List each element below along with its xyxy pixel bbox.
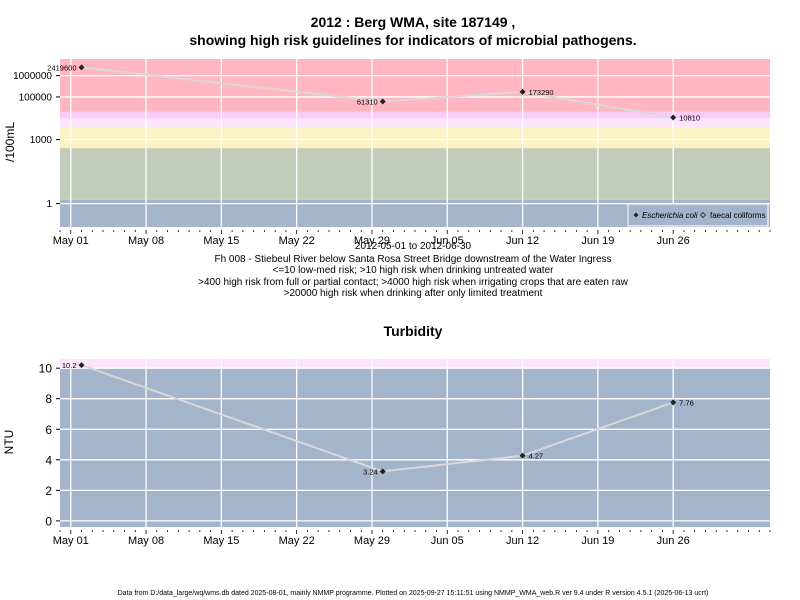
x-tick-label-9: Jun 26 [657, 235, 690, 247]
chart1-subtitle-line1: 2012-05-01 to 2012-06-30 [355, 241, 472, 252]
x-tick-label-8: Jun 19 [581, 535, 614, 547]
data-point-2 [379, 98, 386, 105]
risk-band-6 [60, 59, 770, 112]
chart1-subtitle-line2: Fh 008 - Stiebeul River below Santa Rosa… [214, 254, 611, 265]
y-tick-label-3: 4 [45, 453, 52, 467]
chart2-bands [60, 359, 770, 527]
series-line-1 [81, 364, 674, 473]
x-tick-label-1: May 01 [53, 535, 89, 547]
legend-faecal-marker [699, 211, 707, 219]
data-label-2: 3.24 [363, 467, 378, 476]
chart2-y-label: NTU [2, 430, 16, 455]
chart1-y-label: /100mL [3, 122, 17, 162]
chart2-series: 10.2 3.24 4.27 7.76 [62, 361, 694, 476]
risk-band-2 [60, 148, 770, 200]
x-tick-label-5: May 29 [354, 235, 390, 247]
legend-ecoli-marker [633, 212, 639, 218]
risk-band-5 [60, 111, 770, 119]
data-label-3: 4.27 [529, 452, 544, 461]
chart1-series: 2419600 61310 173290 10810 [47, 63, 700, 122]
chart2-x-axis: May 01 May 08 May 15 May 22 May 29 Jun 05 Jun … [53, 530, 771, 547]
chart1-y-axis: 1 1000 100000 1000000 [13, 71, 60, 210]
y-tick-label-2: 1000 [30, 135, 53, 146]
x-tick-label-6: Jun 05 [431, 535, 464, 547]
chart1-subtitle-line3: <=10 low-med risk; >10 high risk when dr… [273, 265, 555, 276]
chart2-title: Turbidity [384, 323, 443, 339]
data-label-3: 173290 [529, 88, 554, 97]
y-tick-label-4: 1000000 [13, 71, 52, 82]
x-tick-label-3: May 15 [203, 235, 239, 247]
y-tick-label-3: 100000 [19, 92, 53, 103]
y-tick-label-6: 10 [39, 362, 53, 376]
data-point-4 [670, 399, 677, 406]
x-tick-label-7: Jun 12 [506, 235, 539, 247]
risk-band-2 [60, 359, 770, 369]
data-point-3 [519, 88, 526, 95]
x-tick-label-3: May 15 [203, 535, 239, 547]
x-tick-label-4: May 22 [279, 535, 315, 547]
data-label-4: 10810 [679, 114, 700, 123]
data-label-1: 2419600 [47, 63, 76, 72]
x-tick-label-6: Jun 05 [431, 235, 464, 247]
data-point-1 [78, 362, 85, 369]
risk-band-4 [60, 118, 770, 127]
chart1-title-line1: 2012 : Berg WMA, site 187149 , [311, 14, 516, 30]
chart2-y-axis: 0 2 4 6 8 10 [39, 362, 60, 528]
footer-note: Data from D:/data_large/wq/wms.db dated … [118, 590, 709, 597]
legend-entry-ecoli: Escherichia coli [642, 211, 698, 220]
data-label-2: 61310 [357, 97, 378, 106]
x-tick-label-9: Jun 26 [657, 535, 690, 547]
chart1-legend: Escherichia coli faecal coliforms [627, 203, 769, 227]
data-point-3 [519, 452, 526, 459]
legend-box [627, 203, 769, 227]
series-line-1 [81, 66, 674, 119]
y-tick-label-1: 1 [46, 199, 52, 210]
legend-entry-faecal: faecal coliforms [710, 211, 766, 220]
data-point-1 [78, 64, 85, 71]
chart2-grid [60, 359, 770, 527]
data-point-2 [379, 468, 386, 475]
x-tick-label-2: May 08 [128, 535, 164, 547]
risk-band-1 [60, 368, 770, 527]
risk-band-3 [60, 126, 770, 149]
y-tick-label-1: 0 [45, 514, 52, 528]
chart1-subtitle-line4: >400 high risk from full or partial cont… [198, 277, 628, 288]
data-label-1: 10.2 [62, 361, 77, 370]
x-tick-label-5: May 29 [354, 535, 390, 547]
chart1-title-line2: showing high risk guidelines for indicat… [189, 32, 636, 48]
data-label-4: 7.76 [679, 398, 694, 407]
data-point-4 [670, 114, 677, 121]
chart1-x-axis: May 01 May 08 May 15 May 22 May 29 Jun 05 Jun … [53, 230, 771, 247]
chart1-subtitle-line5: >20000 high risk when drinking after onl… [284, 288, 543, 299]
x-tick-label-8: Jun 19 [581, 235, 614, 247]
x-tick-label-2: May 08 [128, 235, 164, 247]
y-tick-label-5: 8 [45, 392, 52, 406]
y-tick-label-4: 6 [45, 423, 52, 437]
x-tick-label-1: May 01 [53, 235, 89, 247]
x-tick-label-7: Jun 12 [506, 535, 539, 547]
x-tick-label-4: May 22 [279, 235, 315, 247]
y-tick-label-2: 2 [45, 484, 52, 498]
chart1-bands [60, 59, 770, 227]
